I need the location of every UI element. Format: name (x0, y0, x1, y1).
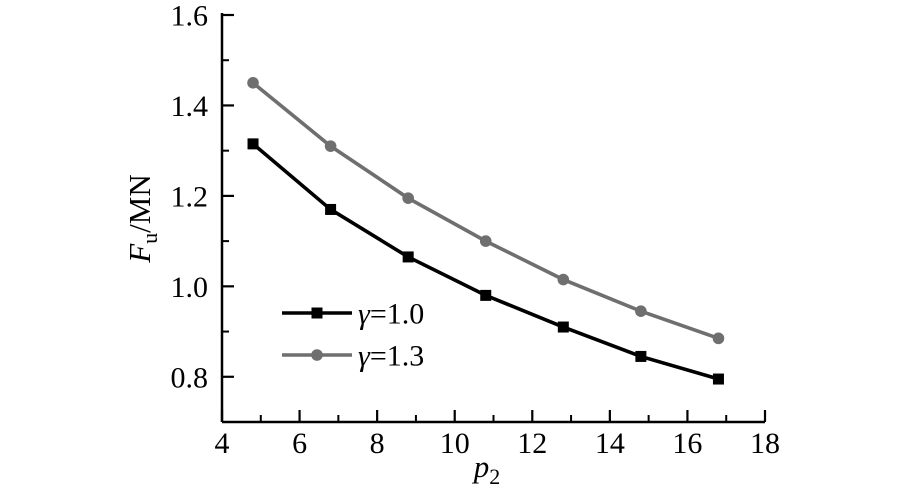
data-point-square (480, 289, 492, 301)
data-point-circle (557, 273, 570, 286)
data-point-circle (402, 192, 414, 204)
x-tick-label: 10 (440, 427, 470, 460)
x-tick-label: 12 (517, 427, 547, 460)
x-tick-label: 8 (370, 427, 385, 460)
data-point-circle (324, 140, 337, 152)
data-point-square (635, 350, 647, 362)
y-tick-label: 1.4 (171, 90, 209, 123)
data-point-square (325, 203, 337, 215)
x-tick-label: 16 (672, 427, 702, 460)
data-point-circle (479, 235, 492, 247)
y-axis-title: Fu/MN (122, 174, 162, 264)
legend-label: γ=1.0 (358, 298, 424, 331)
y-tick-label: 0.8 (171, 361, 209, 394)
y-tick-label: 1.2 (171, 180, 209, 213)
data-point-square (402, 251, 414, 263)
legend-marker-square (311, 307, 323, 319)
legend-marker-circle (311, 349, 323, 361)
x-tick-label: 6 (292, 427, 307, 460)
x-tick-label: 4 (215, 427, 230, 460)
data-point-square (557, 321, 569, 333)
y-tick-label: 1.6 (171, 0, 209, 33)
data-point-circle (712, 332, 725, 345)
data-point-square (712, 373, 724, 385)
legend-label: γ=1.3 (358, 340, 424, 373)
x-axis-title: p2 (472, 449, 501, 489)
data-point-square (247, 138, 259, 150)
data-point-circle (247, 77, 259, 89)
x-tick-label: 14 (595, 427, 625, 460)
data-point-circle (635, 305, 647, 318)
y-tick-label: 1.0 (171, 271, 209, 304)
x-tick-label: 18 (750, 427, 780, 460)
